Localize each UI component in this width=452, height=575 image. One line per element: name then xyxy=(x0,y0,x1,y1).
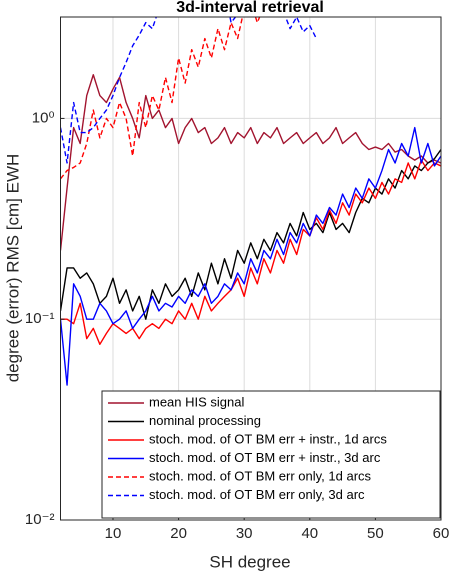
axes-box xyxy=(60,16,442,521)
legend-label: stoch. mod. of OT BM err only, 3d arc xyxy=(149,487,365,502)
legend-label: mean HIS signal xyxy=(149,394,244,409)
legend: mean HIS signal nominal processing stoch. … xyxy=(101,390,441,519)
y-axis-label: degree (error) RMS [cm] EWH xyxy=(3,154,22,383)
ticks: 10 20 30 40 50 60 10⁻² 10⁻¹ 10⁰ xyxy=(25,109,449,542)
lines xyxy=(60,17,441,386)
x-axis-label: SH degree xyxy=(209,552,290,571)
series-line xyxy=(60,126,441,386)
x-tick-label: 50 xyxy=(367,525,384,542)
x-tick-label: 20 xyxy=(170,525,187,542)
x-tick-label: 30 xyxy=(236,525,253,542)
y-tick-label: 10⁰ xyxy=(32,109,55,126)
legend-label: stoch. mod. of OT BM err + instr., 3d ar… xyxy=(149,450,381,465)
chart-title: 3d-interval retrieval xyxy=(176,0,324,16)
legend-label: stoch. mod. of OT BM err only, 1d arcs xyxy=(149,468,372,483)
x-tick-label: 10 xyxy=(105,525,122,542)
x-tick-label: 40 xyxy=(301,525,318,542)
series-line xyxy=(60,159,441,345)
legend-label: stoch. mod. of OT BM err + instr., 1d ar… xyxy=(149,431,387,446)
y-tick-label: 10⁻² xyxy=(25,511,55,528)
y-tick-label: 10⁻¹ xyxy=(25,310,55,327)
series-line xyxy=(60,17,261,180)
x-tick-label: 60 xyxy=(433,525,450,542)
legend-label: nominal processing xyxy=(149,413,261,428)
series-line xyxy=(60,149,441,320)
legend-box xyxy=(101,390,441,519)
series-line xyxy=(60,74,441,251)
